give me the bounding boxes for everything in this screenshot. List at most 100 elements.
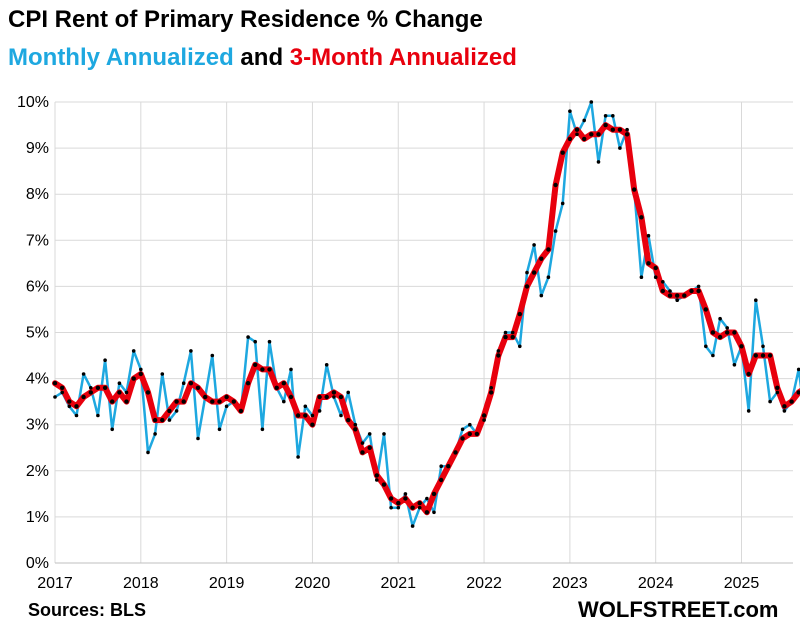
three-month-data-point (324, 394, 329, 400)
monthly-data-point (653, 275, 658, 280)
monthly-data-point (525, 270, 529, 275)
monthly-data-point (389, 505, 393, 510)
three-month-data-point (560, 150, 565, 155)
three-month-data-point (660, 288, 665, 294)
three-month-data-point (181, 399, 186, 404)
monthly-data-point (668, 289, 672, 293)
three-month-data-point (739, 344, 744, 349)
monthly-data-point (775, 390, 780, 395)
three-month-data-point (639, 215, 644, 220)
three-month-data-point (717, 334, 723, 340)
three-month-data-point (474, 431, 480, 437)
three-month-data-point (439, 477, 444, 483)
three-month-data-point (403, 496, 408, 501)
three-month-data-point (174, 399, 179, 404)
three-month-data-point (582, 136, 587, 142)
subtitle-three-month-label: 3-Month Annualized (289, 44, 517, 71)
monthly-data-point (103, 358, 107, 363)
three-month-data-point (245, 381, 251, 386)
y-tick-label: 10% (17, 94, 49, 111)
subtitle-and-label: and (233, 44, 290, 71)
monthly-data-point (439, 464, 444, 469)
y-tick-label: 0% (26, 555, 49, 572)
three-month-data-point (574, 127, 580, 132)
three-month-data-point (60, 385, 65, 390)
three-month-data-point (617, 127, 623, 132)
monthly-data-point (289, 367, 293, 372)
y-tick-label: 8% (26, 186, 49, 203)
three-month-data-point (88, 390, 94, 395)
three-month-data-point (603, 122, 608, 128)
monthly-data-point (575, 132, 579, 137)
three-month-data-point (789, 399, 794, 404)
monthly-data-point (160, 372, 165, 376)
brand-watermark: WOLFSTREET.com (578, 597, 779, 622)
three-month-data-point (539, 256, 544, 261)
three-month-data-point (496, 353, 501, 358)
monthly-data-point (432, 510, 436, 515)
y-tick-label: 5% (26, 325, 49, 342)
three-month-data-point (682, 293, 687, 298)
monthly-data-point (675, 298, 679, 303)
monthly-data-point (425, 496, 429, 501)
monthly-data-point (246, 335, 250, 339)
monthly-data-point (89, 386, 93, 390)
three-month-data-point (152, 417, 158, 423)
three-month-data-point (110, 399, 115, 404)
monthly-data-point (589, 100, 594, 104)
series-line-three-month (52, 122, 800, 516)
three-month-data-point (725, 330, 730, 335)
x-tick-label: 2018 (123, 575, 159, 592)
monthly-data-point (754, 298, 758, 303)
monthly-data-point (310, 413, 315, 418)
monthly-data-point (518, 344, 522, 349)
three-month-data-point (138, 371, 143, 377)
y-axis: 0% 1% 2% 3% 4% 5% 6% 7% 8% 9% 10% (17, 94, 49, 572)
three-month-data-point (732, 330, 737, 335)
monthly-data-point (596, 160, 601, 164)
three-month-data-point (317, 394, 322, 400)
subtitle-monthly-label: Monthly Annualized (8, 44, 234, 71)
monthly-data-point (646, 233, 651, 238)
x-tick-label: 2020 (295, 575, 331, 592)
three-month-data-point (310, 422, 315, 427)
monthly-data-point (282, 399, 286, 404)
monthly-data-point (503, 330, 508, 335)
monthly-data-point (346, 390, 351, 395)
three-month-data-point (117, 390, 122, 395)
monthly-data-point (618, 146, 622, 150)
three-month-data-point (346, 417, 351, 423)
three-month-data-point (417, 500, 422, 506)
three-month-data-point (217, 399, 222, 404)
three-month-data-point (760, 353, 766, 358)
monthly-data-point (181, 381, 186, 386)
monthly-data-point (382, 432, 386, 436)
three-month-data-point (381, 482, 387, 487)
monthly-data-point (224, 404, 229, 409)
three-month-data-point (653, 265, 658, 271)
three-month-data-point (453, 450, 458, 455)
monthly-data-point (611, 114, 615, 118)
monthly-data-point (796, 367, 800, 372)
monthly-data-point (81, 372, 86, 376)
three-month-data-point (410, 505, 415, 510)
x-tick-label: 2017 (37, 575, 73, 592)
three-month-data-point (188, 381, 194, 386)
three-month-data-point (610, 127, 615, 132)
three-month-data-point (531, 270, 537, 275)
monthly-data-point (131, 349, 136, 353)
three-month-data-point (746, 371, 751, 377)
y-tick-label: 4% (26, 371, 49, 388)
monthly-data-point (761, 344, 765, 349)
y-tick-label: 6% (26, 278, 49, 295)
three-month-data-point (260, 367, 265, 372)
three-month-data-point (238, 408, 244, 414)
three-month-data-point (431, 491, 437, 497)
monthly-data-point (725, 326, 729, 330)
x-tick-label: 2019 (209, 575, 245, 592)
three-month-data-point (689, 288, 694, 294)
three-month-data-point (124, 399, 129, 404)
three-month-data-point (567, 136, 573, 142)
monthly-data-point (210, 353, 215, 358)
